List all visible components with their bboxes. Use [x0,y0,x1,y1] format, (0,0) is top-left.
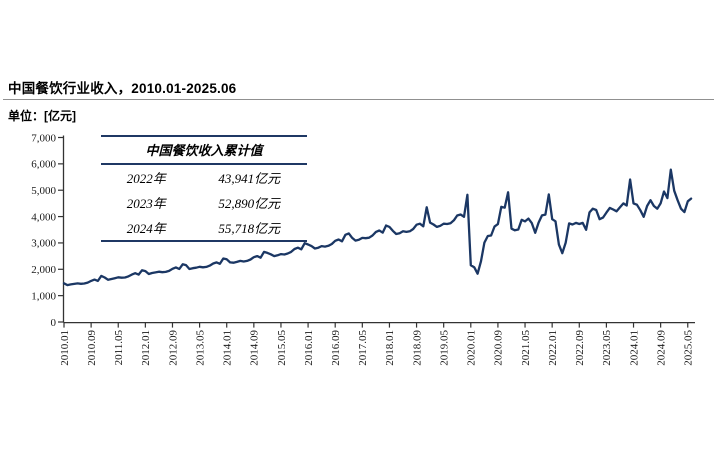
y-tick-label: 6,000 [31,159,56,171]
page-title: 中国餐饮行业收入，2010.01-2025.06 [8,81,237,96]
x-tick-label: 2023.05 [601,330,613,366]
x-tick-label: 2010.01 [59,330,71,366]
y-tick-label: 7,000 [31,132,56,144]
x-tick-label: 2016.09 [330,330,342,366]
x-tick-label: 2021.05 [520,330,532,366]
year-cell: 2022年 [126,171,166,186]
x-tick-label: 2010.09 [86,330,98,366]
year-cell: 2023年 [126,196,166,211]
x-tick-label: 2011.05 [113,330,125,366]
x-tick-label: 2014.01 [222,330,234,366]
y-tick-label: 0 [51,317,57,329]
y-tick-label: 4,000 [31,211,56,223]
x-tick-label: 2012.01 [140,330,152,366]
y-tick-label: 2,000 [31,264,56,276]
value-cell: 55,718亿元 [218,221,281,236]
x-tick-label: 2022.09 [574,330,586,366]
x-tick-label: 2017.05 [357,330,369,366]
x-tick-label: 2020.01 [466,330,478,366]
table-row: 2022年 43,941亿元 [101,165,307,190]
data-line [62,168,693,287]
value-cell: 52,890亿元 [218,196,281,211]
value-cell: 43,941亿元 [218,171,281,186]
x-tick-label: 2020.09 [493,330,505,366]
x-tick-label: 2024.01 [628,330,640,366]
x-tick-label: 2014.09 [249,330,261,366]
y-tick-label: 5,000 [31,185,56,197]
x-tick-label: 2022.01 [547,330,559,366]
table-row: 2023年 52,890亿元 [101,190,307,215]
x-tick-label: 2019.05 [438,330,450,366]
x-tick-label: 2016.01 [303,330,315,366]
y-tick-label: 3,000 [31,238,56,250]
x-tick-label: 2024.09 [655,330,667,366]
summary-table: 中国餐饮收入累计值 2022年 43,941亿元 2023年 52,890亿元 … [101,135,307,242]
x-tick-label: 2012.09 [167,330,179,366]
x-tick-label: 2015.05 [276,330,288,366]
x-tick-label: 2025.05 [683,330,695,366]
x-tick-label: 2018.01 [384,330,396,366]
unit-label: 单位：[亿元] [8,109,76,123]
year-cell: 2024年 [126,221,166,236]
summary-table-title: 中国餐饮收入累计值 [101,137,307,165]
y-tick-label: 1,000 [31,290,56,302]
title-divider [3,99,714,100]
table-row: 2024年 55,718亿元 [101,215,307,240]
x-tick-label: 2013.05 [194,330,206,366]
x-tick-label: 2018.09 [411,330,423,366]
